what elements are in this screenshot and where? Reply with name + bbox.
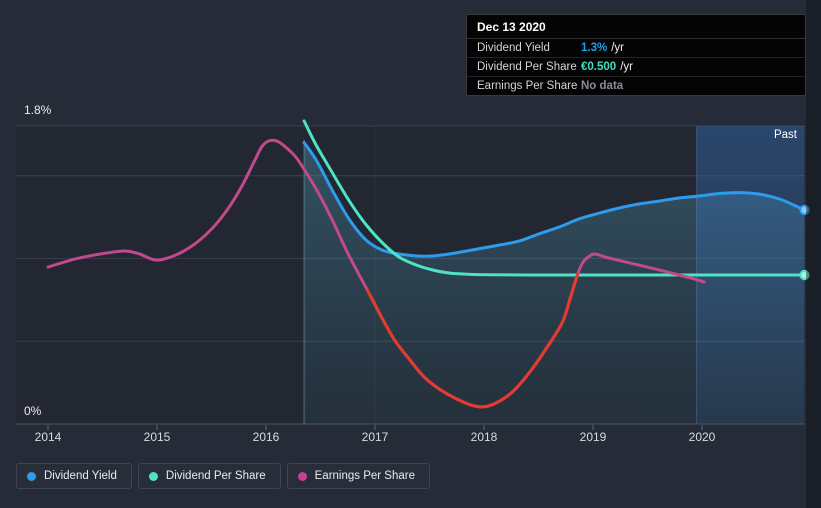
tooltip-label: Earnings Per Share [477,80,578,92]
x-tick-2020: 2020 [688,430,716,444]
tooltip-value-suffix: /yr [611,42,624,54]
series-end-markers[interactable] [799,204,810,281]
tooltip-value: No data [581,80,624,92]
x-tick-2014: 2014 [34,430,62,444]
legend-label: Dividend Yield [44,470,117,482]
legend-label: Earnings Per Share [314,470,415,482]
x-tick-2017: 2017 [361,430,389,444]
tooltip-date: Dec 13 2020 [467,15,805,39]
series-lines [46,119,806,409]
legend-item-dividend-per-share[interactable]: Dividend Per Share [137,463,281,489]
tooltip-value: €0.500 [581,61,617,73]
tooltip-row-earnings-per-share: Earnings Per Share No data [467,77,805,95]
tooltip-row-dividend-yield: Dividend Yield 1.3% /yr [467,39,805,58]
chart-tooltip: Dec 13 2020 Dividend Yield 1.3% /yr Divi… [466,14,806,96]
dividend-yield-dot-icon [27,471,36,481]
dividend-yield-area [303,139,805,424]
legend-label: Dividend Per Share [165,470,266,482]
legend-item-earnings-per-share[interactable]: Earnings Per Share [286,463,430,489]
chart-legend: Dividend Yield Dividend Per Share Earnin… [16,463,430,489]
past-region-label: Past [773,129,797,141]
tooltip-value-suffix: /yr [620,61,633,73]
tooltip-row-dividend-per-share: Dividend Per Share €0.500 /yr [467,58,805,77]
legend-item-dividend-yield[interactable]: Dividend Yield [16,463,132,489]
series-end-marker [799,204,810,216]
x-tick-2019: 2019 [579,430,607,444]
tooltip-label: Dividend Yield [477,42,550,54]
x-tick-2015: 2015 [143,430,171,444]
tooltip-label: Dividend Per Share [477,61,577,73]
x-axis [16,423,805,430]
y-axis-max-label: 1.8% [24,103,52,117]
earnings-per-share-dot-icon [297,471,307,481]
tooltip-value: 1.3% [581,42,608,54]
y-axis-min-label: 0% [24,404,42,418]
x-tick-2018: 2018 [470,430,498,444]
dividend-per-share-dot-icon [148,471,158,481]
x-tick-2016: 2016 [252,430,280,444]
series-end-marker [799,269,810,281]
